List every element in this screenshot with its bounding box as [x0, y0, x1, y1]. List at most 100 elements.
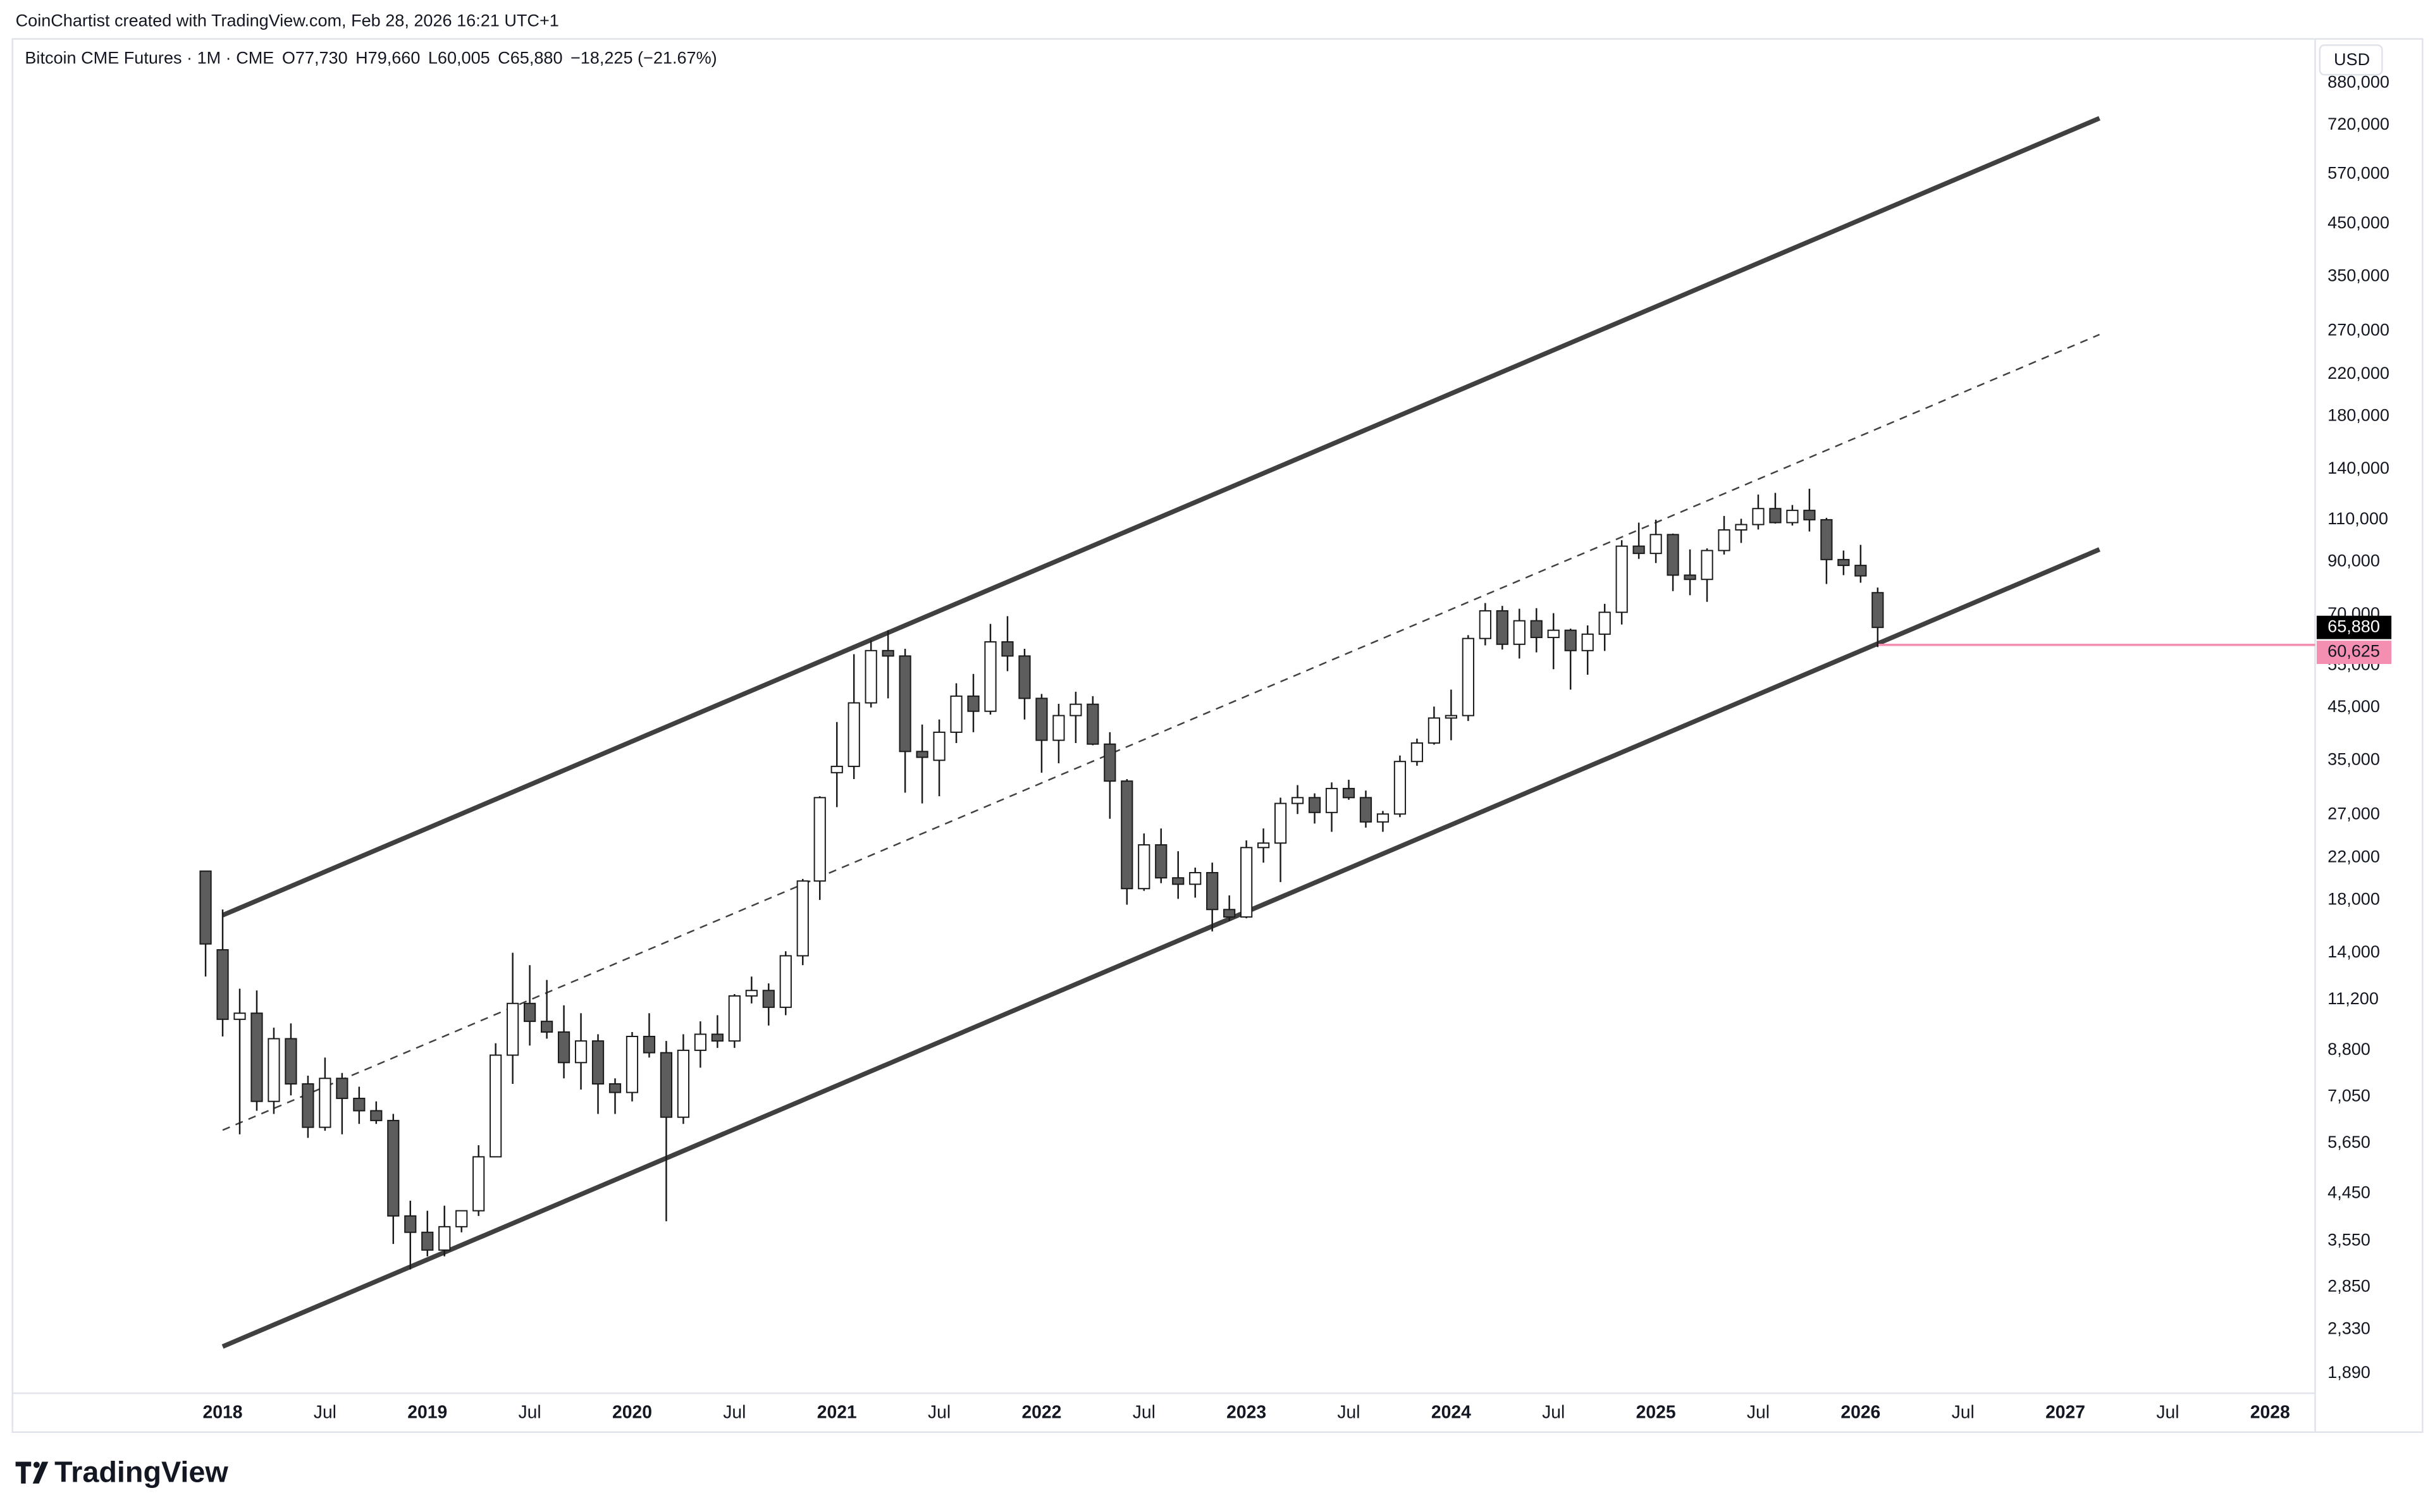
candle-body — [1325, 787, 1338, 813]
x-tick-label: 2018 — [203, 1402, 243, 1422]
candle-body — [899, 655, 911, 753]
x-tick-label: 2020 — [612, 1402, 652, 1422]
candle-body — [1649, 534, 1662, 555]
candle-body — [1104, 743, 1116, 782]
y-tick-label: 270,000 — [2327, 320, 2389, 340]
candle-body — [336, 1078, 348, 1099]
candle-body — [1581, 633, 1594, 651]
candle-body — [694, 1033, 706, 1051]
candle-body — [285, 1038, 297, 1085]
candle-body — [370, 1110, 383, 1121]
candle-body — [302, 1083, 314, 1128]
logo-icon — [15, 1461, 32, 1484]
candle-body — [524, 1002, 536, 1023]
candle-body — [353, 1097, 366, 1112]
candle-body — [967, 695, 980, 712]
x-tick-label: 2024 — [1431, 1402, 1471, 1422]
candle-body — [1410, 742, 1424, 763]
legend-open: O77,730 — [282, 48, 348, 68]
candle-body — [1359, 797, 1372, 823]
x-tick-label: Jul — [2156, 1402, 2179, 1422]
price-line-box — [2316, 641, 2392, 665]
candle-body — [643, 1036, 656, 1054]
candle-body — [1598, 612, 1611, 635]
y-tick-label: 7,050 — [2327, 1086, 2370, 1105]
candle-body — [1121, 780, 1133, 890]
x-tick-label: Jul — [928, 1402, 951, 1422]
y-tick-label: 2,330 — [2327, 1318, 2370, 1337]
candle-body — [608, 1083, 622, 1093]
candle-body — [455, 1210, 468, 1227]
legend: Bitcoin CME Futures · 1M · CME O77,730 H… — [25, 48, 717, 68]
candle-body — [540, 1021, 553, 1033]
x-tick-label: 2025 — [1636, 1402, 1676, 1422]
y-tick-label: 22,000 — [2327, 847, 2380, 866]
trendline — [221, 547, 2100, 1349]
candle-body — [199, 870, 212, 945]
candle-body — [1155, 844, 1168, 879]
legend-low: L60,005 — [428, 48, 490, 68]
candle-body — [1854, 565, 1867, 577]
candle-body — [728, 995, 741, 1042]
legend-high: H79,660 — [355, 48, 420, 68]
candle-body — [1070, 703, 1082, 716]
y-tick-label: 1,890 — [2327, 1362, 2370, 1382]
candle-body — [1376, 813, 1390, 823]
candle-body — [1871, 592, 1884, 629]
candle-body — [626, 1036, 639, 1093]
legend-change: −18,225 (−21.67%) — [570, 48, 717, 68]
candle-body — [1257, 842, 1270, 849]
candle-body — [1837, 558, 1850, 567]
candle-body — [216, 949, 229, 1020]
candle-body — [1001, 641, 1014, 657]
candle-body — [1189, 871, 1202, 885]
candle-body — [779, 955, 792, 1008]
candle-body — [1206, 871, 1219, 911]
candle-body — [1735, 524, 1748, 531]
candle-body — [711, 1033, 724, 1042]
trendline — [221, 116, 2100, 918]
last-price-box — [2316, 615, 2392, 639]
candle-body — [1701, 550, 1713, 581]
y-tick-label: 90,000 — [2327, 551, 2380, 570]
plot-area — [199, 116, 2315, 1349]
candle-body — [1496, 610, 1508, 645]
currency-box — [2319, 44, 2383, 76]
candle-body — [1718, 529, 1730, 551]
candle-body — [1035, 698, 1048, 741]
candle-body — [984, 641, 997, 712]
candle-body — [745, 990, 758, 997]
candle-body — [1138, 844, 1150, 890]
candle-body — [387, 1119, 400, 1217]
legend-close: C65,880 — [498, 48, 562, 68]
x-tick-label: Jul — [723, 1402, 746, 1422]
candle-body — [438, 1226, 451, 1251]
candle-body — [1018, 655, 1031, 699]
candle-body — [1667, 534, 1679, 576]
candle-body — [404, 1215, 417, 1233]
y-tick-label: 220,000 — [2327, 363, 2389, 383]
currency: USD — [2334, 49, 2370, 69]
candle-body — [1052, 715, 1065, 741]
last-price-label: 65,880 — [2327, 616, 2380, 636]
y-tick-label: 110,000 — [2327, 508, 2388, 528]
x-tick-label: 2023 — [1226, 1402, 1266, 1422]
price-line-label: 60,625 — [2327, 641, 2380, 661]
x-tick-label: Jul — [1542, 1402, 1565, 1422]
y-tick-label: 350,000 — [2327, 266, 2389, 285]
y-tick-label: 8,800 — [2327, 1039, 2370, 1059]
x-tick-label: 2026 — [1840, 1402, 1880, 1422]
candle-body — [848, 702, 860, 767]
candle-body — [1240, 847, 1253, 918]
chart-frame — [11, 38, 2424, 1433]
x-tick-label: 2027 — [2045, 1402, 2085, 1422]
y-tick-label: 14,000 — [2327, 942, 2380, 961]
candle-body — [1462, 637, 1474, 716]
logo-icon — [32, 1461, 49, 1484]
candle-body — [1615, 545, 1628, 613]
y-tick-label: 4,450 — [2327, 1183, 2370, 1202]
x-tick-label: Jul — [519, 1402, 541, 1422]
candle-body — [319, 1078, 331, 1128]
candle-body — [1342, 787, 1355, 799]
